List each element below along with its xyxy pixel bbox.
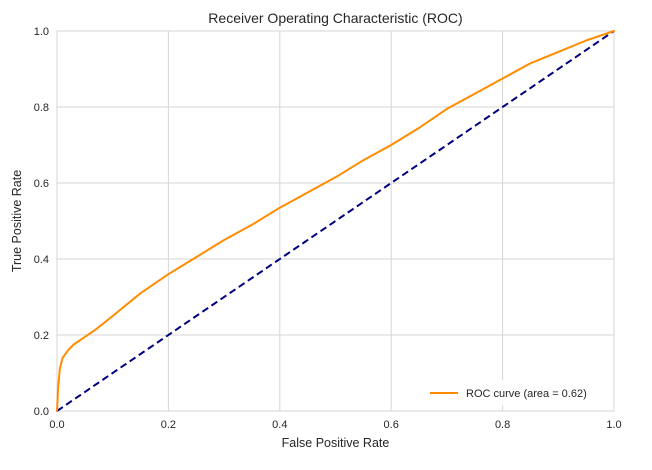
y-tick-label: 0.0 [34,406,49,418]
chance-diagonal-line [56,30,615,412]
x-tick-label: 1.0 [606,419,621,431]
x-tick-label: 0.2 [161,419,176,431]
y-tick-label: 1.0 [34,26,49,38]
x-tick-label: 0.4 [272,419,287,431]
y-axis-label: True Positive Rate [10,170,24,272]
x-tick-label: 0.8 [495,419,510,431]
series-layer [56,30,615,412]
legend-label-roc-curve: ROC curve (area = 0.62) [466,388,587,400]
y-tick-label: 0.2 [34,330,49,342]
y-tick-label: 0.4 [34,254,49,266]
x-axis-label: False Positive Rate [282,436,390,450]
grid-lines [56,30,615,412]
x-tick-label: 0.0 [49,419,64,431]
x-tick-label: 0.6 [384,419,399,431]
y-tick-label: 0.8 [34,102,49,114]
legend: ROC curve (area = 0.62) [422,380,608,406]
roc-curve-line [56,30,615,412]
chart-title: Receiver Operating Characteristic (ROC) [208,10,462,26]
y-tick-label: 0.6 [34,178,49,190]
axis-ticks: 0.0 0.2 0.4 0.6 0.8 1.0 0.0 0.2 0.4 0.6 0.8 1.0 [34,26,622,431]
